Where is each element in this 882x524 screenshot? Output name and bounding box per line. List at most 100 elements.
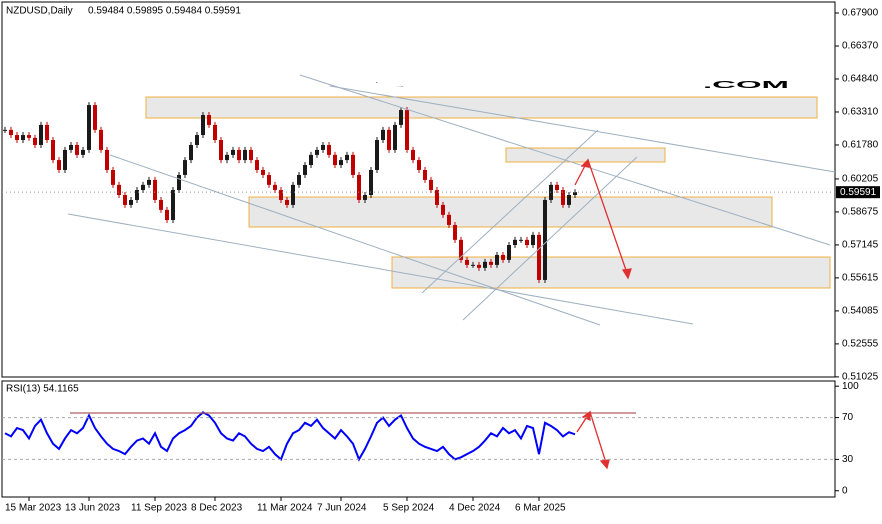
current-price-label: 0.59591 xyxy=(840,187,877,198)
candle-body xyxy=(501,254,505,260)
zone xyxy=(248,196,773,228)
x-tick-label: 11 Mar 2024 xyxy=(257,503,313,514)
candle-body xyxy=(255,160,259,170)
watermark-text: .COM xyxy=(703,80,789,91)
candle-body xyxy=(237,149,241,161)
candle-body xyxy=(225,154,229,161)
watermark-text: BEL xyxy=(238,80,343,91)
candle-body xyxy=(567,194,571,205)
candle-body xyxy=(315,149,319,155)
candle-body xyxy=(453,224,457,240)
candle-body xyxy=(177,174,181,191)
symbol-title: NZDUSD,Daily xyxy=(6,6,73,17)
candle-body xyxy=(357,174,361,200)
candle-body xyxy=(555,184,559,191)
candle-body xyxy=(21,135,25,141)
candle-body xyxy=(351,154,355,175)
ohlc-header: 0.59484 0.59895 0.59484 0.59591 xyxy=(88,6,241,17)
y-tick-label: 30 xyxy=(842,454,854,465)
candle-body xyxy=(279,190,283,200)
candle-body xyxy=(447,214,451,225)
y-tick-label: 100 xyxy=(842,381,859,392)
candle-body xyxy=(387,129,391,150)
current-price-box xyxy=(836,186,880,199)
candle-body xyxy=(87,105,91,150)
candle-body xyxy=(159,199,163,210)
candle-body xyxy=(99,129,103,150)
candle-body xyxy=(153,179,157,200)
candle-body xyxy=(3,129,7,131)
trendline xyxy=(67,213,694,325)
arrowhead xyxy=(581,410,591,421)
candle-body xyxy=(477,264,481,268)
y-tick-label: 0.58675 xyxy=(842,207,879,218)
x-tick-label: 15 Mar 2023 xyxy=(5,503,62,514)
candle-body xyxy=(303,165,307,175)
candle-body xyxy=(45,124,49,141)
rsi-title: RSI(13) 54.1165 xyxy=(6,384,79,395)
y-tick-label: 0.55615 xyxy=(842,273,879,284)
zones xyxy=(145,96,831,289)
y-tick-label: 0 xyxy=(842,485,848,496)
candle-body xyxy=(27,135,31,138)
trendline xyxy=(109,154,601,326)
arrowhead xyxy=(599,459,610,470)
x-tick-label: 7 Jun 2024 xyxy=(317,503,367,514)
candle-body xyxy=(363,194,367,200)
candle-body xyxy=(105,149,109,170)
candle-body xyxy=(429,179,433,191)
candle-body xyxy=(465,259,469,265)
candle-body xyxy=(345,154,349,161)
candle-body xyxy=(75,144,79,155)
trendline xyxy=(329,85,836,173)
candle-body xyxy=(111,169,115,185)
candle-body xyxy=(513,239,517,246)
candle-body xyxy=(171,190,175,221)
arrowhead xyxy=(621,268,632,280)
candle-body xyxy=(141,184,145,191)
candle-body xyxy=(15,135,19,141)
x-tick-label: 11 Sep 2023 xyxy=(131,503,187,514)
candle-body xyxy=(531,234,535,246)
candle-body xyxy=(81,149,85,155)
candle-body xyxy=(573,192,577,195)
y-tick-label: 0.63310 xyxy=(842,107,879,118)
candle-body xyxy=(297,174,301,185)
y-tick-label: 0.51025 xyxy=(842,372,879,383)
candle-body xyxy=(339,160,343,166)
watermark-text: INVESTOR xyxy=(345,80,705,91)
rsi-panel xyxy=(1,380,836,498)
candle-body xyxy=(39,124,43,145)
candle-body xyxy=(123,194,127,205)
x-tick-label: 8 Dec 2023 xyxy=(191,503,243,514)
x-tick-label: 5 Sep 2024 xyxy=(383,503,435,514)
candle-body xyxy=(51,140,55,161)
candle-body xyxy=(375,140,379,170)
candle-body xyxy=(249,149,253,161)
candle-body xyxy=(471,264,475,266)
arrows xyxy=(70,158,636,470)
candle-body xyxy=(243,149,247,161)
candle-body xyxy=(327,144,331,155)
y-tick-label: 0.52555 xyxy=(842,339,879,350)
candle-body xyxy=(261,169,265,175)
candle-body xyxy=(441,204,445,215)
candle-body xyxy=(435,190,439,205)
zone xyxy=(505,147,666,163)
watermark: BEL INVESTOR .COM xyxy=(237,79,789,92)
candle-body xyxy=(195,135,199,145)
candle-body xyxy=(63,149,67,170)
zone xyxy=(145,96,818,119)
candle-body xyxy=(459,239,463,260)
candle-body xyxy=(285,199,289,205)
candle-body xyxy=(57,160,61,170)
candle-body xyxy=(333,154,337,166)
candle-body xyxy=(213,124,217,141)
candle-body xyxy=(489,261,493,265)
candle-body xyxy=(69,144,73,150)
x-tick-label: 13 Jun 2023 xyxy=(65,503,120,514)
candle-body xyxy=(405,110,409,150)
candle-body xyxy=(147,179,151,185)
candle-body xyxy=(93,105,97,130)
